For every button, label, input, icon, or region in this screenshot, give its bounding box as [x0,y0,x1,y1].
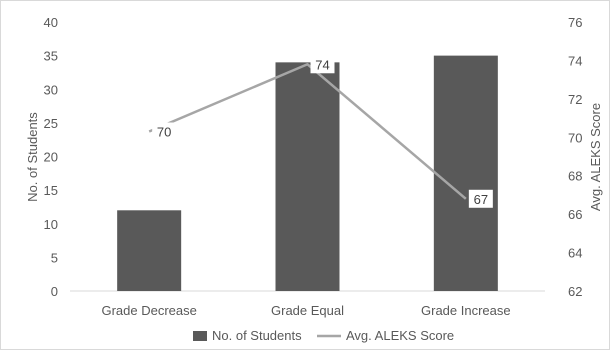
y-tick-left: 10 [44,217,58,232]
data-label-aleks: 70 [152,122,177,141]
data-label-text: 70 [157,125,171,140]
y-tick-left: 40 [44,15,58,30]
y-tick-right: 70 [568,130,582,145]
bar-students [433,55,498,291]
y-tick-right: 68 [568,169,582,184]
legend-swatch-students [193,331,207,341]
x-category-label: Grade Increase [421,303,511,318]
left-axis-ticks: 0 5 10 15 20 25 30 35 40 [44,15,58,299]
data-label-aleks: 74 [310,55,335,74]
data-label-text: 74 [315,57,329,72]
y-tick-left: 30 [44,82,58,97]
data-label-box [152,122,177,141]
y-axis-title-right: Avg. ALEKS Score [588,103,603,211]
data-label-aleks: 67 [468,189,493,208]
x-category-label: Grade Equal [271,303,344,318]
y-tick-right: 62 [568,284,582,299]
y-tick-left: 0 [51,284,58,299]
line-data-labels: 70 74 67 [152,55,493,208]
bar-series [117,55,498,291]
y-tick-right: 74 [568,53,582,68]
y-tick-right: 66 [568,207,582,222]
y-tick-left: 25 [44,116,58,131]
data-label-text: 67 [474,192,488,207]
line-series [148,63,467,200]
y-tick-right: 76 [568,15,582,30]
legend: No. of Students Avg. ALEKS Score [193,328,454,343]
right-axis-ticks: 62 64 66 68 70 72 74 76 [568,15,582,299]
line-aleks-score [148,63,467,200]
y-tick-left: 15 [44,183,58,198]
legend-label-students: No. of Students [212,328,302,343]
y-tick-left: 20 [44,150,58,165]
bar-students [275,62,340,291]
y-tick-left: 35 [44,49,58,64]
x-category-label: Grade Decrease [101,303,196,318]
y-tick-right: 64 [568,246,582,261]
legend-label-aleks: Avg. ALEKS Score [346,328,454,343]
category-labels: Grade Decrease Grade Equal Grade Increase [101,303,510,318]
y-tick-right: 72 [568,92,582,107]
bar-students [117,210,182,291]
y-tick-left: 5 [51,250,58,265]
data-label-box [310,55,335,74]
data-label-box [468,189,493,208]
y-axis-title-left: No. of Students [25,112,40,202]
